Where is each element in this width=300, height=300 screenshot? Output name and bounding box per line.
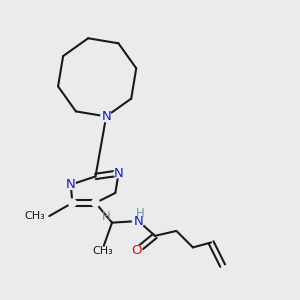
Circle shape <box>133 215 144 227</box>
Text: CH₃: CH₃ <box>24 211 45 221</box>
Text: H: H <box>102 210 111 223</box>
Text: N: N <box>114 167 124 180</box>
Text: CH₃: CH₃ <box>92 246 113 256</box>
Circle shape <box>66 180 76 189</box>
Circle shape <box>101 111 112 122</box>
Circle shape <box>114 168 123 178</box>
Text: O: O <box>131 244 142 257</box>
Circle shape <box>131 245 142 256</box>
Text: N: N <box>66 178 76 191</box>
Text: H: H <box>136 207 144 220</box>
Text: N: N <box>101 110 111 123</box>
Circle shape <box>68 199 76 207</box>
Circle shape <box>92 199 99 207</box>
Text: N: N <box>134 214 143 227</box>
